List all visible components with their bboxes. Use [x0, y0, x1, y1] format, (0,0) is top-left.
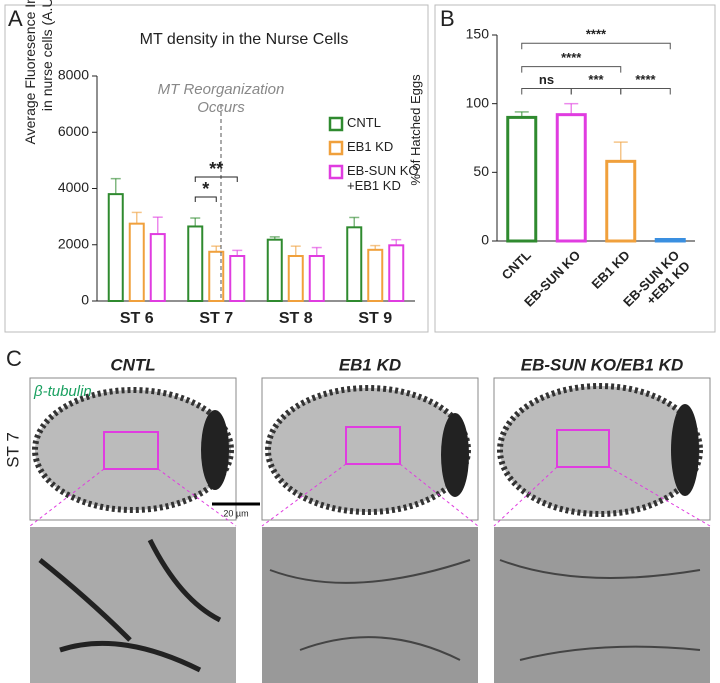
y-tick-label: 8000 — [58, 67, 89, 83]
bar — [107, 193, 124, 302]
y-tick-label: 150 — [466, 26, 490, 42]
zoom-line — [493, 466, 558, 527]
column-title: EB-SUN KO/EB1 KD — [521, 355, 683, 374]
bar — [208, 250, 225, 302]
y-axis-label-box: % of Hatched Eggs — [408, 74, 423, 186]
legend-swatch — [328, 140, 344, 156]
sig-label: * — [202, 179, 209, 199]
legend-label-box: EB-SUN KO +EB1 KD — [347, 163, 419, 193]
panel-c: CNTL EB1 KD EB-SUN KO/EB1 KD β-tubulin S… — [3, 355, 711, 683]
zoom-line — [608, 466, 711, 527]
panel-letter: C — [6, 346, 22, 371]
egg-image — [497, 383, 703, 517]
zoom-box — [103, 431, 159, 470]
legend-label: CNTL — [347, 115, 381, 130]
y-axis-label: % of Hatched Eggs — [408, 74, 423, 186]
bar — [187, 225, 204, 302]
bar — [287, 255, 304, 302]
filaments — [269, 559, 471, 661]
scale-label: 20 µm — [223, 508, 248, 518]
egg-image — [265, 385, 471, 515]
sig-label: **** — [561, 50, 582, 65]
y-tick-label: 6000 — [58, 123, 89, 139]
egg-image — [32, 387, 234, 513]
panel-letter: B — [440, 6, 455, 31]
oocyte — [201, 410, 229, 490]
bar — [229, 255, 246, 302]
chart-title: MT density in the Nurse Cells — [140, 31, 349, 48]
y-axis-label-box: Average Fluoresence Intensity in nurse c… — [22, 0, 55, 145]
legend-label-box: CNTL — [347, 115, 381, 130]
legend-label: EB1 KD — [347, 139, 394, 154]
legend-swatch — [328, 164, 344, 180]
bar — [506, 115, 538, 243]
oocyte — [671, 404, 699, 496]
column-title: CNTL — [110, 355, 155, 374]
column-title: EB1 KD — [339, 355, 401, 374]
bar — [555, 113, 587, 243]
sig-bracket — [570, 88, 622, 95]
bar — [308, 255, 325, 302]
oocyte — [441, 413, 469, 497]
y-tick-label: 2000 — [58, 235, 89, 251]
bar — [654, 238, 686, 243]
zoom-image — [262, 527, 478, 683]
sig-label: *** — [588, 72, 604, 87]
sig-bracket — [620, 88, 671, 95]
sig-label: **** — [586, 27, 607, 42]
bar — [388, 244, 405, 302]
y-tick-label: 50 — [473, 163, 489, 179]
bar — [346, 226, 363, 302]
zoom-box — [556, 429, 610, 468]
bar — [128, 222, 145, 302]
filaments — [38, 538, 222, 673]
zoom-image — [494, 527, 710, 683]
sig-label: ns — [539, 72, 554, 87]
y-tick-label: 0 — [81, 292, 89, 308]
sig-bracket — [521, 88, 572, 95]
zoom-line — [399, 463, 479, 527]
legend-label-box: EB1 KD — [347, 139, 394, 154]
legend-label: EB-SUN KO +EB1 KD — [347, 163, 419, 193]
annotation: MT Reorganization Occurs — [157, 81, 285, 116]
y-tick-label: 100 — [466, 94, 490, 110]
stage-label: ST 7 — [3, 432, 22, 468]
sig-bracket — [521, 66, 622, 73]
sig-bracket — [194, 196, 217, 202]
sig-label: **** — [635, 72, 656, 87]
bar — [266, 238, 283, 302]
zoom-image — [30, 527, 236, 683]
stain-label: β-tubulin — [33, 383, 92, 400]
x-tick-label: ST 8 — [279, 310, 313, 327]
y-tick-label: 4000 — [58, 179, 89, 195]
x-tick-label: ST 9 — [358, 310, 392, 327]
y-axis-label: Average Fluoresence Intensity in nurse c… — [22, 0, 55, 145]
sig-bracket — [521, 42, 671, 50]
annotation-box: MT Reorganization Occurs — [157, 81, 285, 116]
zoom-box — [345, 426, 401, 465]
panel-a-frame — [4, 4, 429, 333]
zoom-line — [157, 468, 237, 527]
panel-b-frame — [434, 4, 716, 333]
bar — [605, 159, 637, 243]
legend-swatch — [328, 116, 344, 132]
x-tick-label: ST 6 — [120, 310, 154, 327]
sig-bracket — [194, 176, 238, 182]
panel-letter: A — [8, 6, 23, 31]
bar — [149, 233, 166, 302]
filaments — [499, 559, 701, 661]
x-tick-label: ST 7 — [199, 310, 233, 327]
bar — [367, 248, 384, 302]
y-tick-label: 0 — [481, 232, 489, 248]
sig-label: ** — [209, 159, 223, 179]
